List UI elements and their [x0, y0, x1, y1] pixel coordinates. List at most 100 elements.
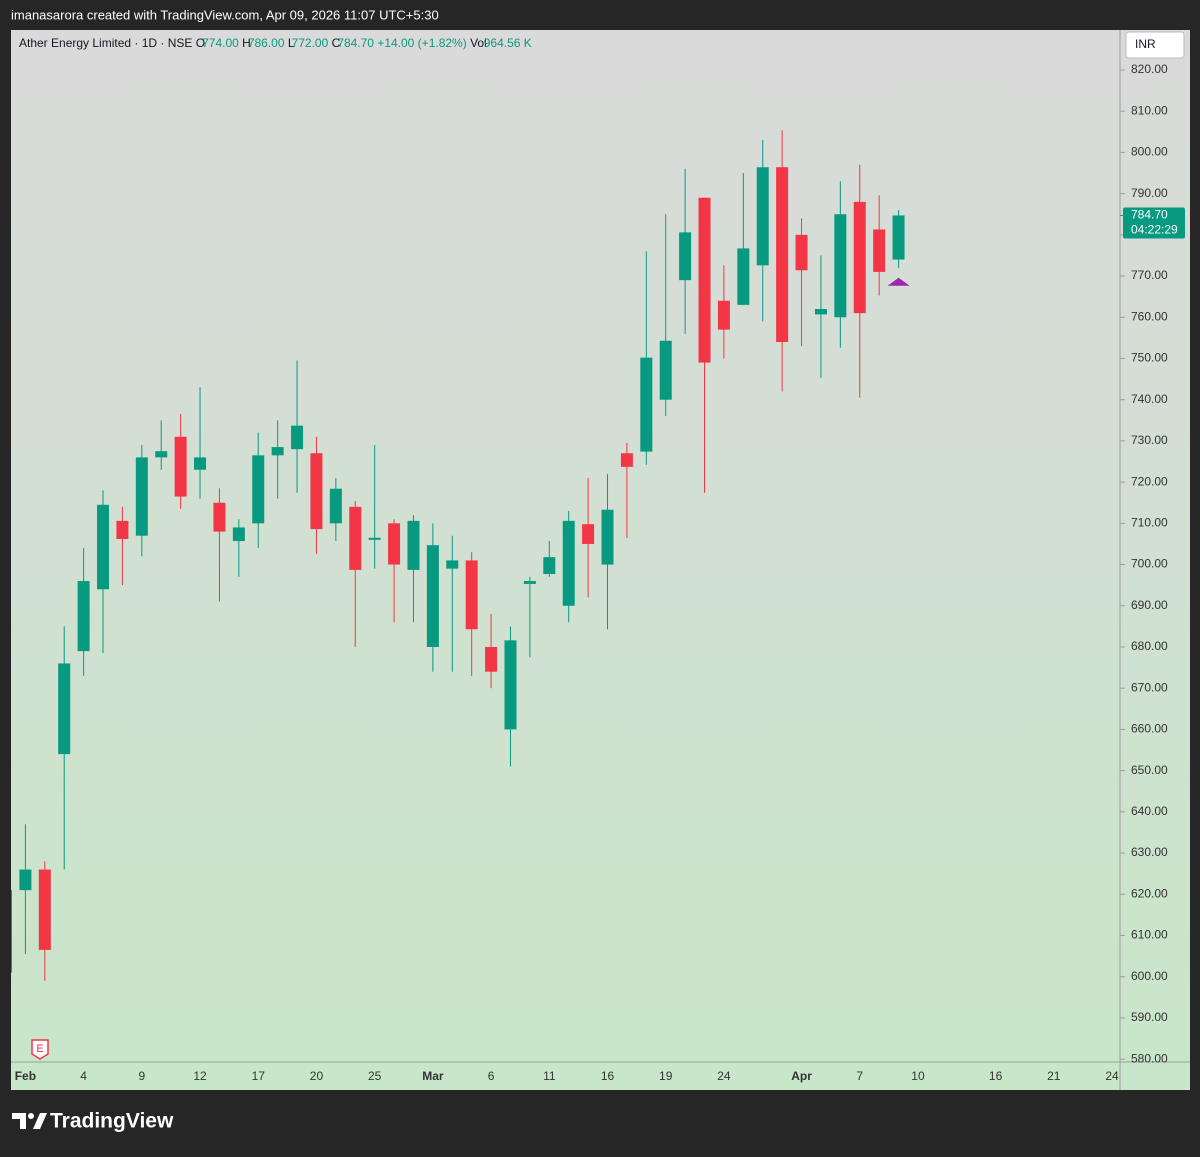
candle-body [271, 447, 284, 456]
legend-symbol: Ather Energy Limited · 1D · NSE [19, 36, 192, 50]
y-tick-label: 750.00 [1131, 351, 1168, 365]
x-tick-label: Feb [15, 1069, 36, 1083]
y-tick-label: 800.00 [1131, 145, 1168, 159]
candle-body [97, 504, 110, 590]
earnings-marker[interactable]: E [36, 1043, 43, 1055]
candle-body [116, 520, 129, 539]
x-tick-label: 21 [1047, 1069, 1061, 1083]
tradingview-logo: TradingView [12, 1110, 174, 1133]
candle-body [717, 300, 730, 330]
y-tick-label: 670.00 [1131, 680, 1168, 694]
x-tick-label: 24 [717, 1069, 731, 1083]
header-text: imanasarora created with TradingView.com… [11, 7, 439, 22]
legend-close: 784.70 [337, 36, 374, 50]
legend-high: 786.00 [248, 36, 285, 50]
earnings-badge[interactable] [31, 1039, 49, 1060]
y-tick-label: 580.00 [1131, 1051, 1168, 1065]
y-tick-label: 600.00 [1131, 969, 1168, 983]
x-tick-label: 4 [80, 1069, 87, 1083]
currency[interactable]: INR [1135, 37, 1156, 51]
candle-body [58, 663, 71, 755]
legend-open-label: O [196, 36, 205, 50]
plot [11, 130, 910, 981]
candle-body [77, 581, 90, 652]
brand: TradingView [50, 1110, 174, 1133]
candle-body [756, 167, 769, 266]
candle-body [368, 537, 381, 540]
x-tick-label: 16 [601, 1069, 615, 1083]
y-tick-label: 810.00 [1131, 103, 1168, 117]
candle-body [11, 890, 12, 973]
legend-change: +14.00 (+1.82%) [377, 36, 466, 50]
y-tick-label: 790.00 [1131, 186, 1168, 200]
candle-body [38, 869, 51, 950]
legend-low: 772.00 [292, 36, 329, 50]
candle-body [679, 232, 692, 281]
legend-close-label: C [332, 36, 341, 50]
x-tick-label: 10 [911, 1069, 925, 1083]
x-tick-label: Mar [422, 1069, 444, 1083]
candle-body [504, 640, 517, 730]
candle-body [543, 557, 556, 575]
logo-mark [12, 1113, 26, 1129]
candle-body [834, 214, 847, 318]
last-price-box [1123, 207, 1185, 239]
candle-body [485, 646, 498, 672]
y-tick-label: 730.00 [1131, 433, 1168, 447]
y-tick-label: 640.00 [1131, 804, 1168, 818]
signal-marker [887, 277, 910, 286]
candle-body [329, 488, 342, 524]
legend-high-label: H [242, 36, 251, 50]
earnings-icon[interactable]: E [31, 1039, 49, 1060]
y-tick-label: 770.00 [1131, 268, 1168, 282]
candle-body [814, 309, 827, 315]
x-tick-label: 25 [368, 1069, 382, 1083]
currency-box[interactable] [1125, 31, 1185, 59]
countdown: 04:22:29 [1131, 223, 1178, 237]
x-tick-label: 9 [138, 1069, 145, 1083]
candle-body [523, 581, 536, 584]
x-tick-label: 6 [488, 1069, 495, 1083]
candle-body [601, 509, 614, 565]
candle-body [426, 545, 439, 647]
x-tick-label: 12 [193, 1069, 207, 1083]
candle-body [388, 523, 401, 565]
y-tick-label: 610.00 [1131, 928, 1168, 942]
candle-body [892, 215, 905, 260]
legend: Ather Energy Limited · 1D · NSE O774.00 … [19, 36, 532, 50]
x-tick-label: 17 [252, 1069, 266, 1083]
candle-body [562, 520, 575, 606]
candle-body [873, 229, 886, 272]
legend-volume: 964.56 K [484, 36, 532, 50]
y-tick-label: 630.00 [1131, 845, 1168, 859]
candle-body [310, 453, 323, 530]
candle-body [795, 234, 808, 271]
candle-body [232, 527, 245, 542]
y-tick-label: 700.00 [1131, 557, 1168, 571]
legend-volume-label: Vol [470, 36, 487, 50]
candle-body [291, 425, 304, 450]
candle-body [640, 357, 653, 452]
candle-body [446, 560, 459, 569]
y-tick-label: 760.00 [1131, 309, 1168, 323]
legend-low-label: L [288, 36, 295, 50]
last-price: 784.70 [1131, 208, 1168, 222]
y-tick-label: 680.00 [1131, 639, 1168, 653]
logo-dot [28, 1113, 34, 1119]
y-tick-label: 710.00 [1131, 516, 1168, 530]
candle-body [698, 197, 711, 363]
candle-body [252, 455, 265, 524]
y-tick-label: 720.00 [1131, 474, 1168, 488]
candle-body [853, 201, 866, 314]
candle-body [194, 457, 207, 470]
y-tick-label: 820.00 [1131, 62, 1168, 76]
candle-body [135, 457, 148, 536]
y-tick-label: 660.00 [1131, 722, 1168, 736]
candle-body [155, 451, 168, 458]
x-tick-label: 20 [310, 1069, 324, 1083]
y-tick-label: 740.00 [1131, 392, 1168, 406]
x-tick-label: 24 [1105, 1069, 1119, 1083]
x-tick-label: 7 [856, 1069, 863, 1083]
